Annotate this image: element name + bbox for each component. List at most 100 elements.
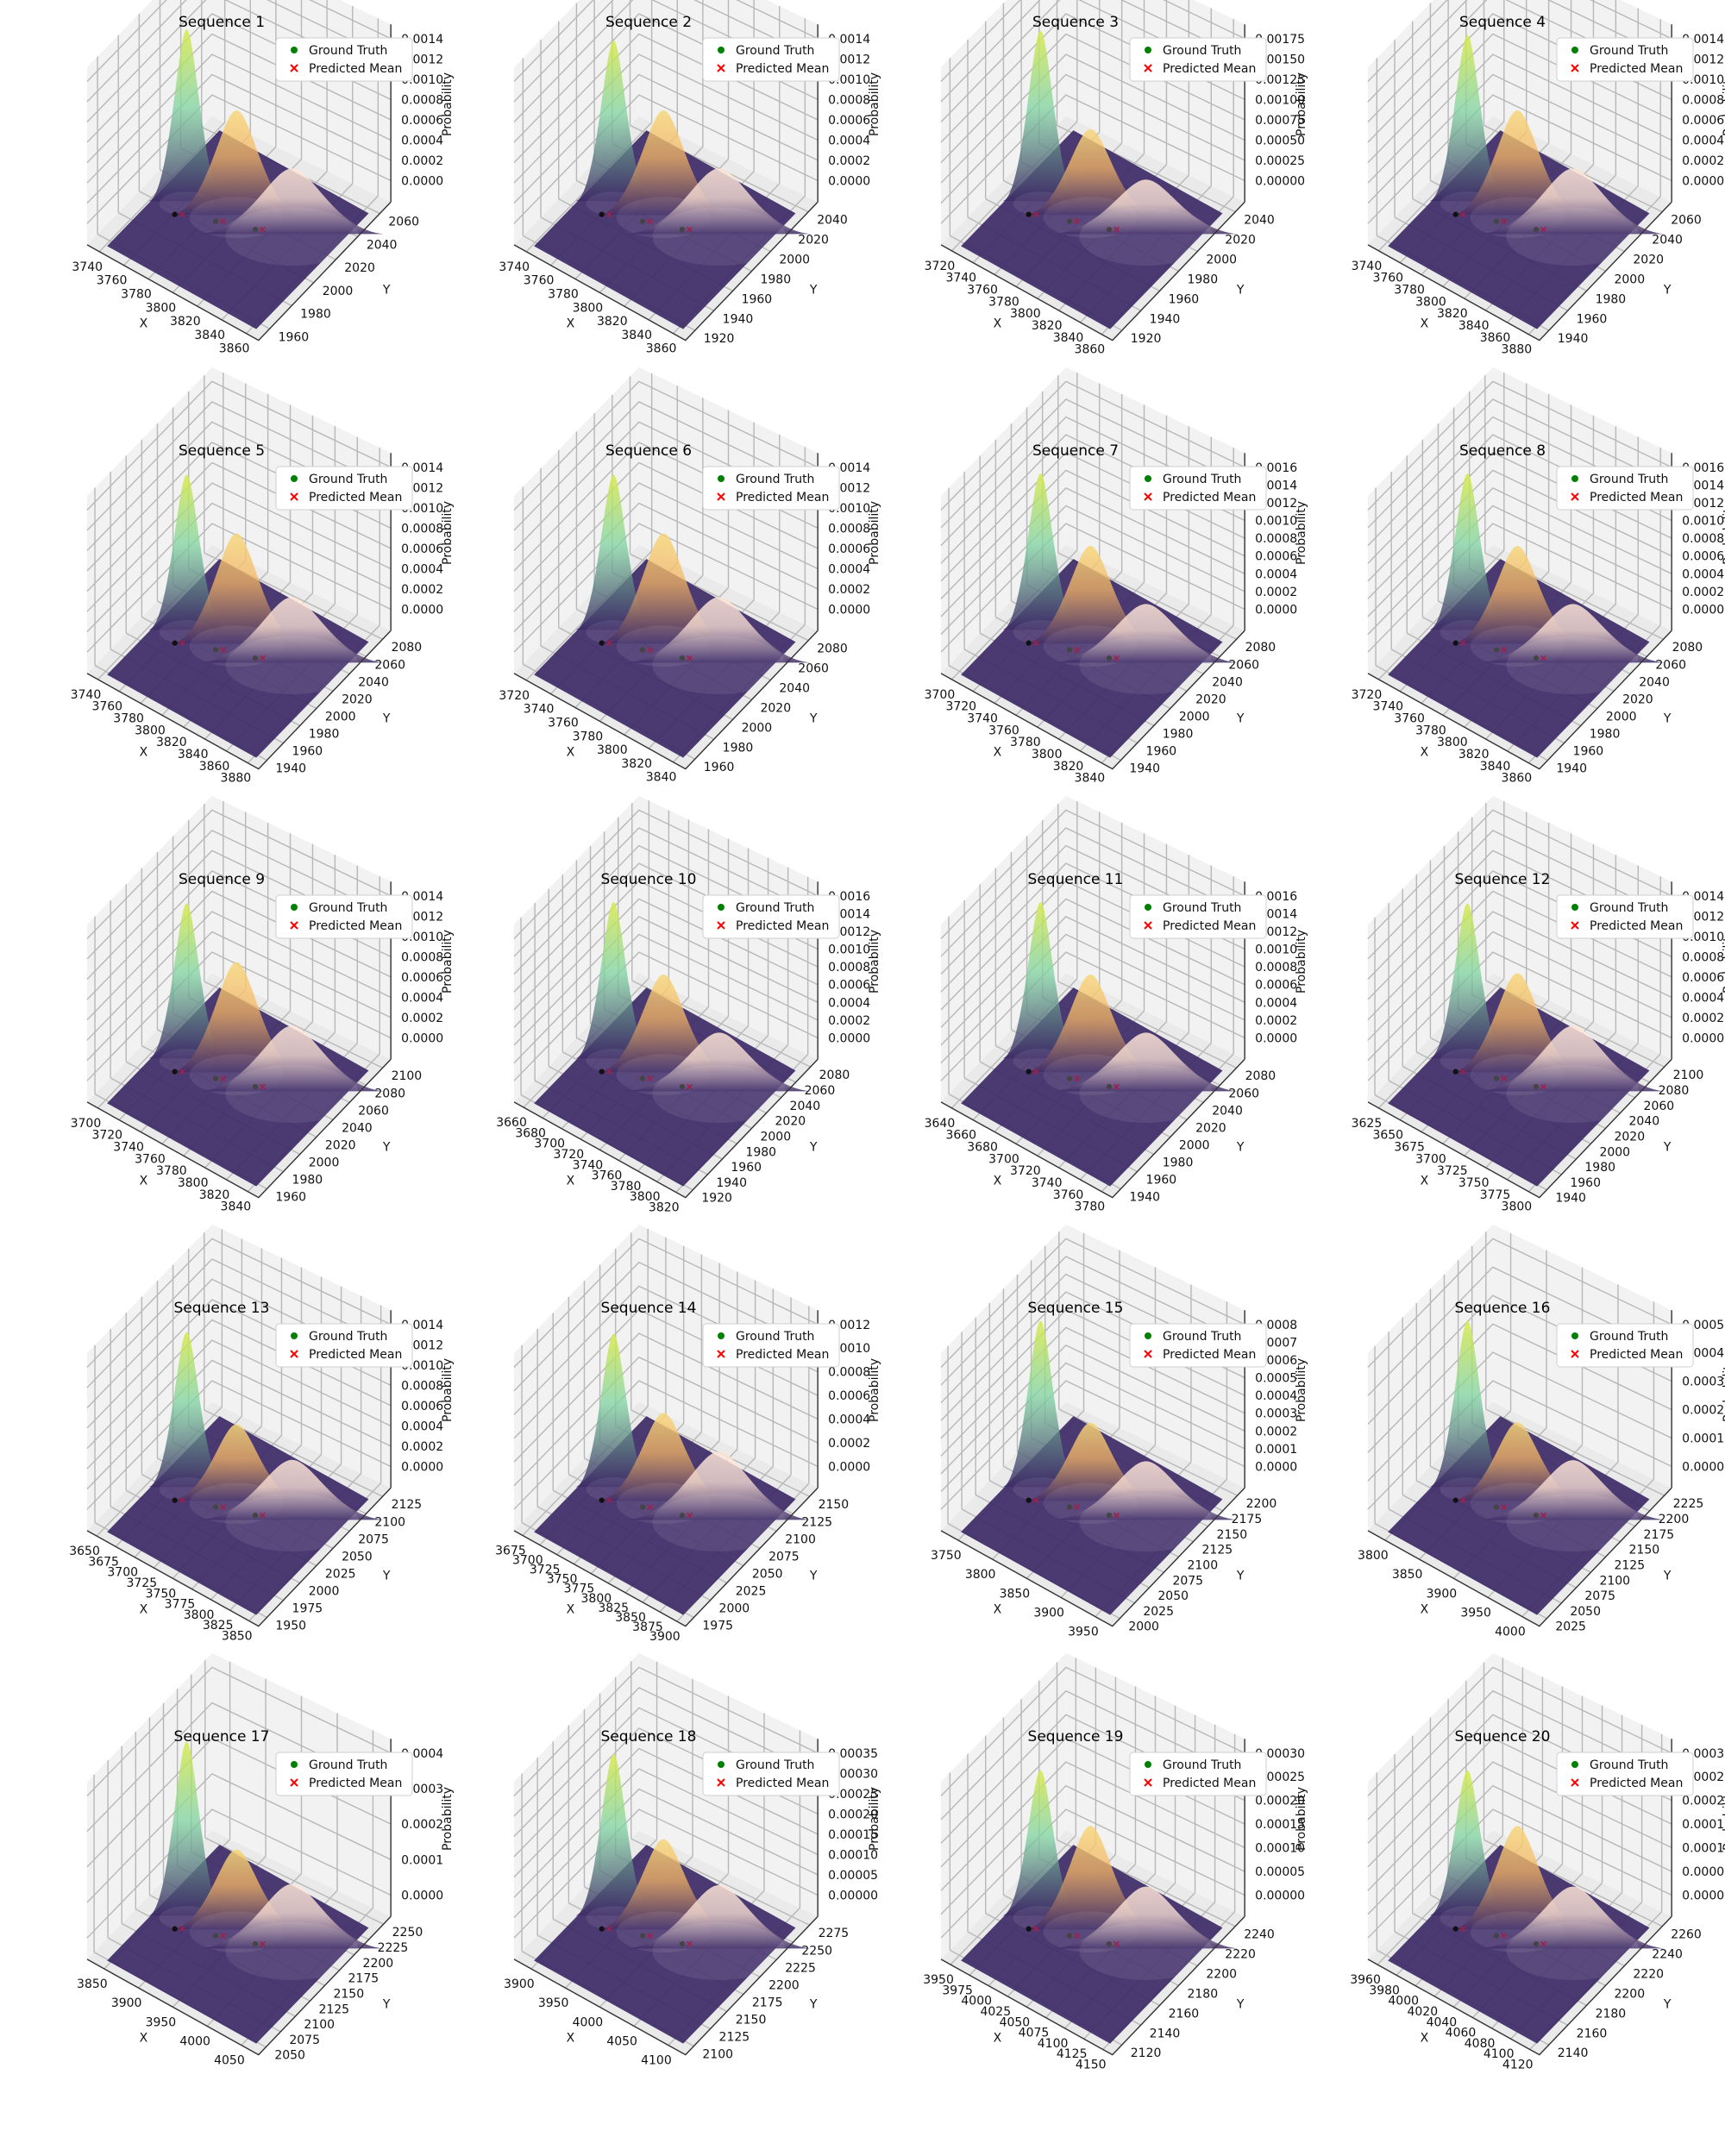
y-tick-label: 2040 bbox=[817, 214, 848, 228]
z-tick-label: 0.0003 bbox=[1682, 1376, 1724, 1389]
y-tick-label: 1950 bbox=[275, 1620, 306, 1633]
z-tick-label: 0.0000 bbox=[401, 603, 443, 617]
y-tick-label: 1940 bbox=[716, 1176, 747, 1190]
z-gridline bbox=[1367, 1761, 1672, 1891]
magma-density-peak bbox=[1481, 1886, 1665, 1949]
x-tick-label: 3760 bbox=[524, 274, 555, 288]
density-shadow bbox=[225, 207, 359, 266]
legend-ground-truth-label: Ground Truth bbox=[309, 1758, 387, 1772]
y-tick-label: 2100 bbox=[702, 2048, 733, 2062]
ground-truth-marker bbox=[1106, 1941, 1113, 1947]
chart-panel: Sequence 7 3700 3720 3740 3760 3780 3800 3820 38… bbox=[862, 367, 1308, 864]
ground-truth-marker bbox=[1452, 640, 1458, 646]
legend-ground-truth-marker bbox=[291, 904, 298, 911]
x-tick-label: 3850 bbox=[1392, 1568, 1423, 1582]
z-gridline bbox=[513, 461, 819, 592]
z-gridline bbox=[513, 809, 819, 939]
y-tick-label: 2050 bbox=[342, 1550, 373, 1564]
x-tick-label: 3760 bbox=[1394, 712, 1425, 726]
z-tick-label: 0.0000 bbox=[1682, 603, 1724, 617]
ground-truth-marker bbox=[172, 1069, 178, 1075]
predicted-mean-marker bbox=[1459, 1497, 1466, 1504]
x-tick-label: 3700 bbox=[925, 688, 956, 702]
y-tick-label: 2060 bbox=[1671, 214, 1702, 228]
z-gridline bbox=[1367, 890, 1672, 1021]
predicted-mean-marker bbox=[1540, 1083, 1546, 1090]
y-tick-label: 2220 bbox=[1633, 1968, 1664, 1982]
y-tick-label: 2160 bbox=[1577, 2027, 1608, 2040]
z-tick-label: 0.0000 bbox=[1682, 174, 1724, 188]
z-axis-label: Probability bbox=[868, 1787, 881, 1851]
density-shadow bbox=[652, 1921, 786, 1981]
legend-predicted-mean-label: Predicted Mean bbox=[736, 1777, 829, 1790]
ground-truth-marker bbox=[1026, 211, 1032, 217]
viridis-density-peak bbox=[575, 1333, 652, 1488]
y-tick-label: 2080 bbox=[392, 641, 423, 655]
density-shadow bbox=[652, 1493, 786, 1552]
z-tick-label: 0.0004 bbox=[1255, 1389, 1297, 1403]
magma-density-peak bbox=[1054, 179, 1238, 235]
ground-truth-marker bbox=[1026, 640, 1032, 646]
chart-title: Sequence 5 bbox=[179, 442, 265, 460]
chart-3d-scene bbox=[86, 795, 392, 1199]
legend-box bbox=[1556, 1323, 1694, 1368]
y-tick-label: 2060 bbox=[1644, 1100, 1675, 1113]
x-tick-label: 3840 bbox=[621, 329, 652, 342]
z-gridline bbox=[513, 1788, 819, 1919]
predicted-mean-marker bbox=[605, 1069, 612, 1075]
y-tick-label: 2000 bbox=[1606, 710, 1637, 724]
predicted-mean-marker bbox=[605, 1497, 612, 1504]
y-tick-label: 2140 bbox=[1150, 2027, 1181, 2040]
ground-truth-marker bbox=[1066, 647, 1073, 653]
viridis-density-peak bbox=[1002, 1770, 1079, 1916]
y-tick-label: 1940 bbox=[1129, 762, 1160, 776]
z-gridline bbox=[513, 502, 819, 633]
z-tick-label: 0.0000 bbox=[1255, 1031, 1297, 1045]
legend-ground-truth-label: Ground Truth bbox=[1590, 473, 1668, 486]
density-shadow bbox=[1506, 207, 1640, 266]
legend-ground-truth-label: Ground Truth bbox=[1590, 1330, 1668, 1344]
ground-truth-marker bbox=[1452, 1069, 1458, 1075]
x-tick-label: 3760 bbox=[1053, 1188, 1084, 1202]
legend-predicted-mean-marker bbox=[1144, 921, 1152, 930]
legend-predicted-mean-label: Predicted Mean bbox=[309, 919, 402, 933]
legend-predicted-mean-label: Predicted Mean bbox=[736, 62, 829, 76]
plasma-density-peak bbox=[1026, 975, 1156, 1073]
x-tick-label: 4000 bbox=[961, 1995, 992, 2009]
z-tick-label: 0.00100 bbox=[1255, 93, 1305, 107]
x-tick-label: 4050 bbox=[606, 2034, 637, 2048]
legend-ground-truth-label: Ground Truth bbox=[736, 901, 814, 915]
x-tick-label: 3750 bbox=[547, 1573, 578, 1587]
y-tick-label: 2040 bbox=[367, 238, 398, 252]
y-tick-label: 1980 bbox=[745, 1145, 776, 1159]
z-tick-label: 0.0004 bbox=[401, 562, 443, 576]
y-tick-label: 1980 bbox=[723, 741, 754, 755]
z-axis-label: Probability bbox=[868, 72, 881, 136]
left-wall-pane bbox=[1368, 367, 1493, 674]
chart-title: Sequence 18 bbox=[601, 1728, 697, 1745]
x-tick-label: 3760 bbox=[135, 1152, 166, 1166]
y-tick-label: 2150 bbox=[1217, 1528, 1248, 1542]
x-tick-label: 3720 bbox=[1010, 1164, 1041, 1178]
x-tick-label: 3880 bbox=[1502, 343, 1533, 357]
z-gridline bbox=[1367, 0, 1672, 103]
y-tick-label: 2200 bbox=[1246, 1497, 1277, 1511]
ground-truth-marker bbox=[1066, 1933, 1073, 1939]
y-tick-label: 2000 bbox=[760, 1130, 791, 1144]
y-tick-label: 2060 bbox=[1228, 658, 1259, 672]
y-tick-label: 2020 bbox=[1225, 234, 1256, 248]
z-gridline bbox=[940, 94, 1245, 224]
chart-3d-svg: Sequence 1036603680370037203740376037803… bbox=[496, 795, 881, 1215]
z-axis-label: Probability bbox=[441, 1358, 455, 1422]
ground-truth-marker bbox=[599, 1926, 605, 1932]
y-tick-label: 1960 bbox=[275, 1191, 306, 1205]
chart-panel: Sequence 13 3650 3675 3700 3725 3750 3775 3800 3… bbox=[9, 1224, 455, 1721]
ground-truth-marker bbox=[1106, 227, 1113, 233]
predicted-mean-marker bbox=[1501, 1504, 1507, 1511]
y-tick-label: 2025 bbox=[325, 1567, 356, 1581]
y-tick-label: 2200 bbox=[1659, 1513, 1690, 1526]
legend-box bbox=[1129, 894, 1267, 939]
z-gridline bbox=[940, 827, 1245, 957]
predicted-mean-marker bbox=[1540, 1512, 1546, 1519]
z-tick-label: 0.0000 bbox=[828, 1031, 870, 1045]
